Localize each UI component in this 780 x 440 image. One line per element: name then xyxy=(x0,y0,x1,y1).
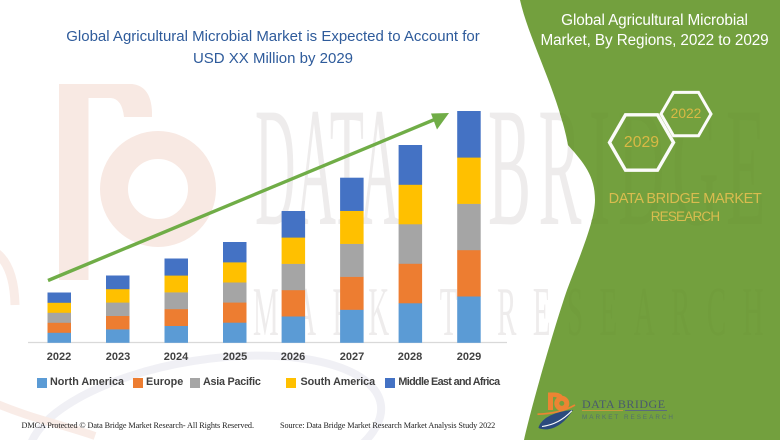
svg-text:DATA: DATA xyxy=(255,73,400,261)
